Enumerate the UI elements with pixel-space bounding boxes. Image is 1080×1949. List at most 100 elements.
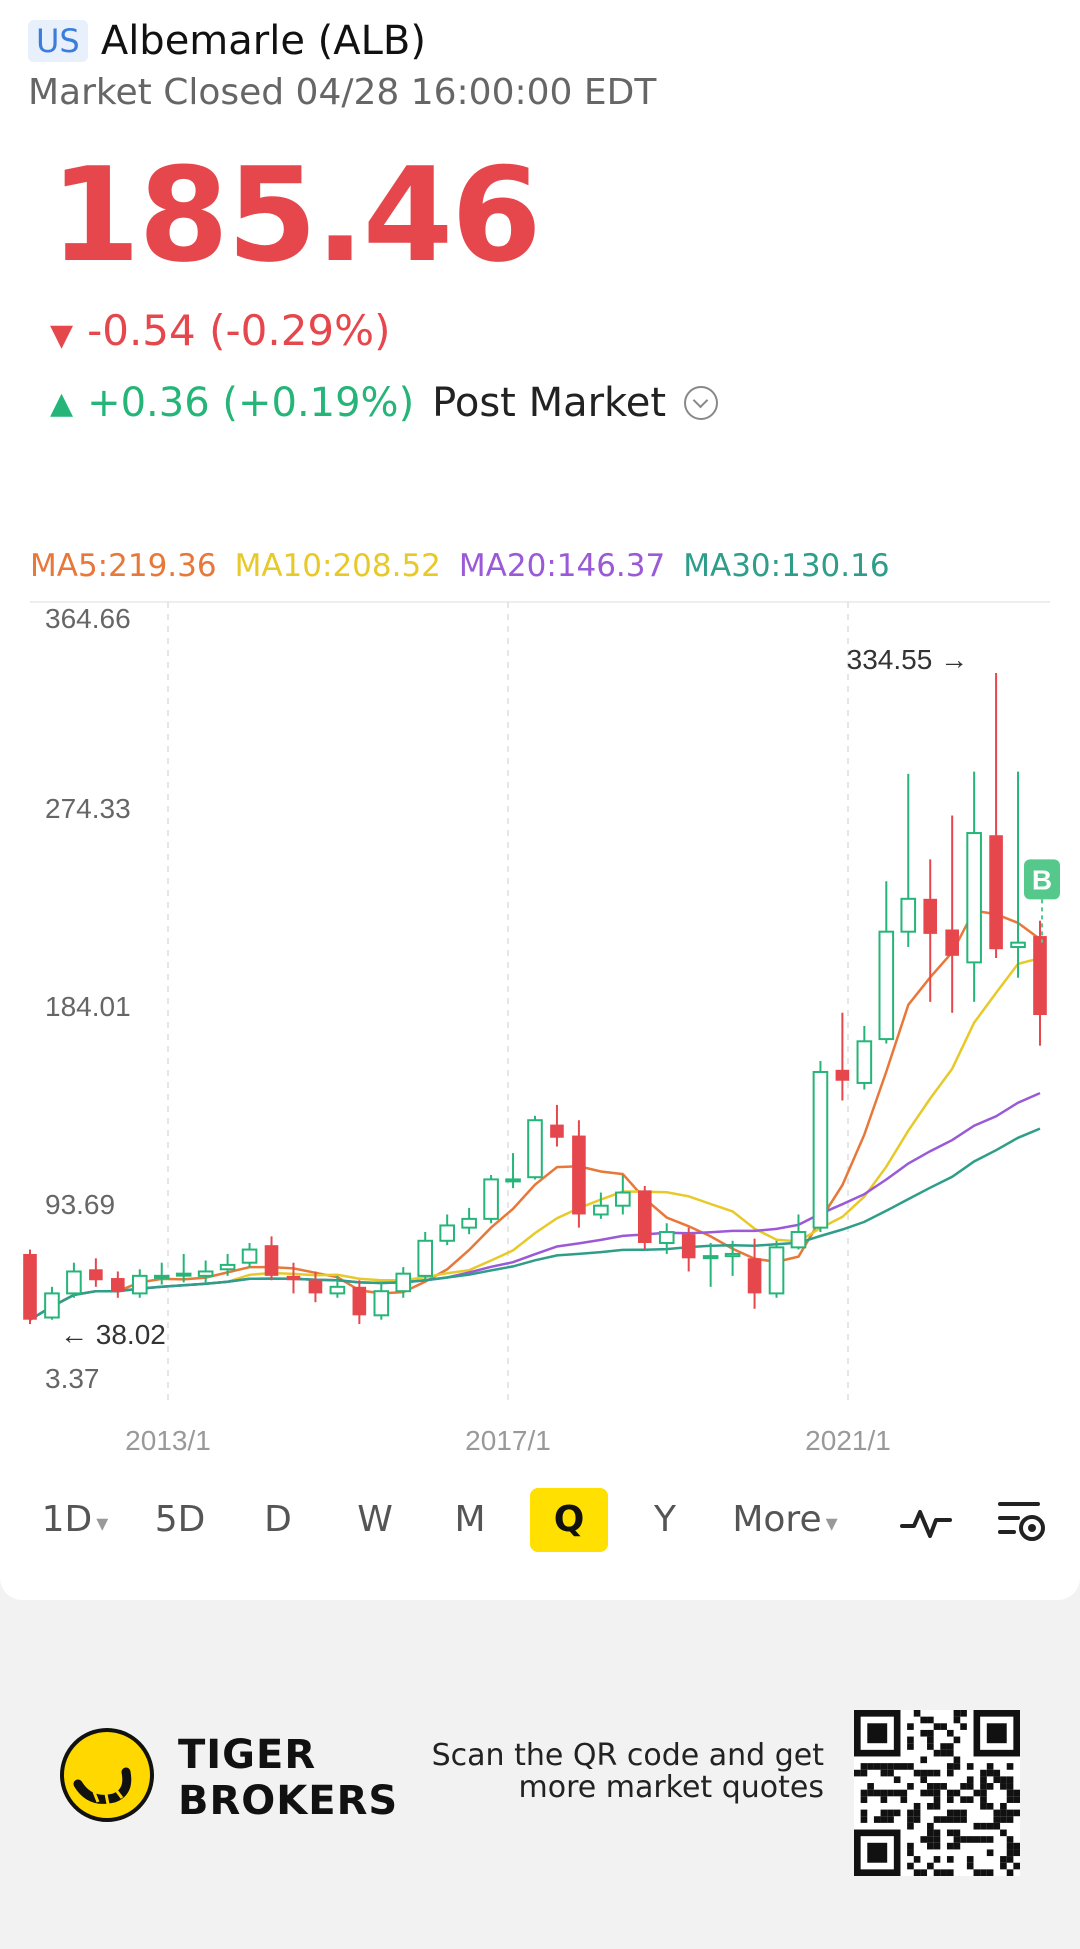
candle-body xyxy=(131,1274,148,1295)
candle-body xyxy=(175,1272,192,1277)
candle-body xyxy=(395,1272,412,1293)
candle-body xyxy=(702,1255,719,1260)
candle-body xyxy=(790,1231,807,1249)
candle-body xyxy=(812,1070,829,1229)
candle-body xyxy=(724,1252,741,1258)
x-tick-label: 2021/1 xyxy=(805,1425,891,1456)
y-tick-label: 184.01 xyxy=(45,991,131,1022)
post-market-row[interactable]: ▲ +0.36 (+0.19%) Post Market xyxy=(50,380,719,426)
chevron-down-icon[interactable] xyxy=(684,386,719,420)
footer: TIGER BROKERS Scan the QR code and get m… xyxy=(0,1690,1080,1890)
candle-body xyxy=(44,1292,60,1319)
candle-body xyxy=(900,897,917,933)
candlestick-chart[interactable]: 2013/1 2017/1 2021/1 364.66 274.33 184.01 93.6… xyxy=(0,600,1080,1460)
chart-settings-icon[interactable] xyxy=(994,1492,1050,1548)
timeframe-tab-m[interactable]: M xyxy=(440,1488,500,1552)
timeframe-tab-d[interactable]: D xyxy=(248,1488,308,1552)
max-price-label: 334.55 → xyxy=(847,644,968,675)
y-tick-label: 364.66 xyxy=(45,603,131,634)
candle-body xyxy=(264,1245,279,1276)
candle-body xyxy=(550,1124,564,1138)
candle-body xyxy=(89,1269,103,1281)
timeframe-tab-5d[interactable]: 5D xyxy=(145,1488,215,1552)
ma-legend-item: MA5:219.36 xyxy=(30,548,217,584)
candle-body xyxy=(66,1270,82,1295)
candle-body xyxy=(483,1178,499,1220)
timeframe-tab-q[interactable]: Q xyxy=(530,1488,608,1552)
change-value: -0.54 (-0.29%) xyxy=(87,306,391,355)
brand-line-2: BROKERS xyxy=(178,1778,399,1824)
y-tick-label: 93.69 xyxy=(45,1189,115,1220)
candle-body xyxy=(197,1270,214,1277)
brand-name: TIGER BROKERS xyxy=(178,1732,398,1824)
scan-line-1: Scan the QR code and get xyxy=(431,1738,824,1773)
candle-body xyxy=(747,1258,762,1294)
y-tick-label: 3.37 xyxy=(45,1363,100,1394)
timeframe-tab-label: Y xyxy=(654,1499,676,1540)
timeframe-tab-label: 1D xyxy=(41,1499,93,1540)
ma-legend-item: MA20:146.37 xyxy=(458,548,666,584)
tiger-logo-icon xyxy=(60,1728,154,1822)
market-status: Market Closed 04/28 16:00:00 EDT xyxy=(28,72,657,113)
caret-down-icon: ▾ xyxy=(825,1509,838,1537)
timeframe-tab-label: Q xyxy=(553,1499,585,1540)
scan-text: Scan the QR code and get more market quo… xyxy=(432,1740,824,1804)
candle-body xyxy=(23,1253,37,1320)
timeframe-tab-more[interactable]: More ▾ xyxy=(720,1488,850,1552)
candle-body xyxy=(329,1285,346,1295)
caret-down-icon: ▾ xyxy=(96,1509,109,1537)
ma-legend: MA5:219.36 MA10:208.52 MA20:146.37 MA30:130… xyxy=(30,548,890,584)
candle-body xyxy=(352,1286,367,1316)
candle-body xyxy=(966,832,982,964)
stock-title: Albemarle (ALB) xyxy=(100,18,426,64)
ma5-line xyxy=(29,909,1041,1321)
candle-body xyxy=(153,1274,170,1279)
candle-body xyxy=(945,929,959,956)
candle-body xyxy=(1033,936,1047,1015)
candle-body xyxy=(417,1239,434,1277)
candle-body xyxy=(286,1275,301,1281)
candle-body xyxy=(637,1190,652,1243)
timeframe-tab-label: W xyxy=(357,1499,393,1540)
brand-line-1: TIGER xyxy=(178,1732,317,1778)
timeframe-tab-label: More xyxy=(732,1499,822,1540)
chart-svg[interactable]: 2013/1 2017/1 2021/1 364.66 274.33 184.01 93.6… xyxy=(0,600,1080,1460)
down-triangle-icon: ▼ xyxy=(50,318,74,353)
timeframe-tab-label: M xyxy=(454,1499,486,1540)
candle-body xyxy=(111,1278,125,1292)
candle-body xyxy=(835,1069,850,1081)
candle-body xyxy=(219,1263,236,1271)
stock-card: US Albemarle (ALB) Market Closed 04/28 1… xyxy=(0,0,1080,1600)
y-tick-label: 274.33 xyxy=(45,793,131,824)
post-market-label: Post Market xyxy=(432,380,667,426)
candle-body xyxy=(308,1280,323,1294)
min-price-label: ← 38.02 xyxy=(60,1319,166,1350)
candle-body xyxy=(878,930,895,1041)
candle-body xyxy=(593,1204,609,1216)
timeframe-tabs: 1D ▾ 5D D W M Q Y More ▾ xyxy=(0,1480,1080,1560)
buy-signal-badge xyxy=(1024,859,1060,900)
x-tick-label: 2017/1 xyxy=(465,1425,551,1456)
candle-body xyxy=(241,1248,258,1264)
timeframe-tab-label: 5D xyxy=(154,1499,206,1540)
up-triangle-icon: ▲ xyxy=(50,385,74,421)
candle-body xyxy=(615,1191,631,1207)
candle-body xyxy=(681,1234,696,1259)
candle-body xyxy=(373,1290,390,1317)
candle-body xyxy=(768,1246,785,1295)
candle-body xyxy=(989,835,1003,950)
timeframe-tab-y[interactable]: Y xyxy=(635,1488,695,1552)
ma30-line xyxy=(29,1127,1041,1321)
ma-legend-item: MA10:208.52 xyxy=(234,548,441,584)
candle-body xyxy=(527,1119,543,1179)
timeframe-tab-w[interactable]: W xyxy=(345,1488,405,1552)
post-market-change: +0.36 (+0.19%) xyxy=(87,380,415,426)
indicator-icon[interactable] xyxy=(898,1494,954,1550)
candle-body xyxy=(856,1040,873,1084)
price-change: ▼ -0.54 (-0.29%) xyxy=(50,306,390,355)
stock-header: US Albemarle (ALB) xyxy=(28,18,426,64)
candle-body xyxy=(658,1231,675,1244)
candle-body xyxy=(923,898,938,934)
scan-line-2: more market quotes xyxy=(518,1770,824,1805)
timeframe-tab-1d[interactable]: 1D ▾ xyxy=(30,1488,120,1552)
